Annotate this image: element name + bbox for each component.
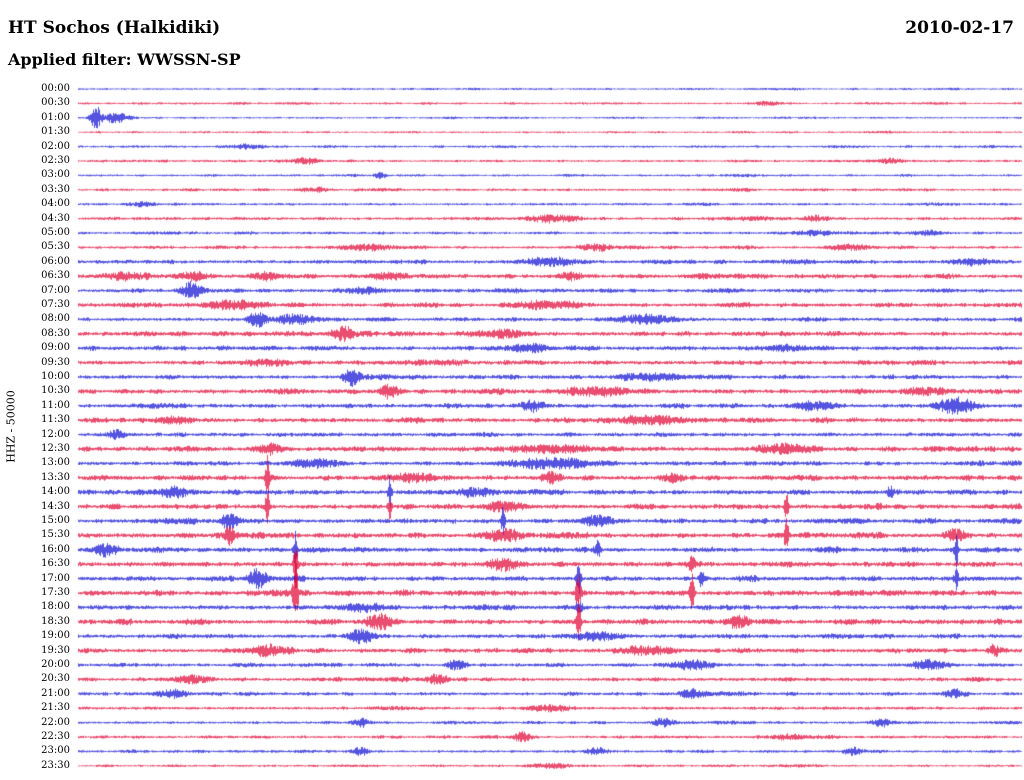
time-label: 01:30 (41, 126, 70, 138)
time-label: 04:00 (41, 198, 70, 210)
time-label: 20:00 (41, 659, 70, 670)
time-label: 12:00 (41, 428, 70, 440)
time-label: 05:00 (41, 227, 70, 238)
time-label: 20:30 (41, 673, 70, 685)
time-label: 18:00 (41, 601, 70, 613)
time-label: 12:30 (41, 443, 70, 454)
time-label: 05:30 (41, 241, 70, 253)
time-label: 10:30 (41, 385, 70, 397)
time-label: 22:30 (41, 731, 70, 742)
time-label: 23:00 (41, 745, 70, 757)
time-label: 04:30 (41, 212, 70, 224)
applied-filter-label: Applied filter: WWSSN-SP (8, 50, 241, 69)
time-label: 06:30 (41, 270, 70, 282)
record-date: 2010-02-17 (905, 18, 1014, 38)
time-label: 21:00 (41, 687, 70, 699)
y-axis-label: HHZ - 50000 (4, 390, 18, 463)
time-label: 09:30 (41, 356, 70, 368)
time-label: 02:00 (41, 140, 70, 152)
time-label: 11:00 (41, 399, 70, 411)
time-label: 03:00 (41, 169, 70, 181)
time-label: 21:30 (41, 702, 70, 714)
time-label: 14:00 (41, 486, 70, 498)
time-label: 08:30 (41, 327, 70, 339)
time-label: 00:30 (41, 97, 70, 109)
time-label: 19:00 (41, 630, 70, 642)
time-label: 13:00 (41, 457, 70, 469)
time-label: 00:00 (41, 83, 70, 94)
station-title: HT Sochos (Halkidiki) (8, 18, 221, 38)
time-label: 15:00 (41, 515, 70, 526)
time-label: 10:00 (41, 371, 70, 382)
time-label: 16:30 (41, 558, 70, 570)
time-label: 16:00 (41, 543, 70, 555)
time-label: 18:30 (41, 615, 70, 627)
time-label: 17:00 (41, 572, 70, 584)
time-label: 11:30 (41, 414, 70, 426)
time-label: 09:00 (41, 342, 70, 354)
time-label: 13:30 (41, 471, 70, 483)
time-label: 01:00 (41, 111, 70, 123)
time-label: 02:30 (41, 155, 70, 166)
time-label: 23:30 (41, 759, 70, 771)
time-label: 07:30 (41, 299, 70, 310)
time-label: 03:30 (41, 183, 70, 195)
time-label: 22:00 (41, 716, 70, 728)
time-label: 07:00 (41, 284, 70, 296)
time-label: 06:00 (41, 255, 70, 267)
time-label: 17:30 (41, 587, 70, 598)
time-label: 08:00 (41, 313, 70, 325)
time-label: 15:30 (41, 529, 70, 541)
time-label: 14:30 (41, 500, 70, 512)
time-label: 19:30 (41, 644, 70, 656)
